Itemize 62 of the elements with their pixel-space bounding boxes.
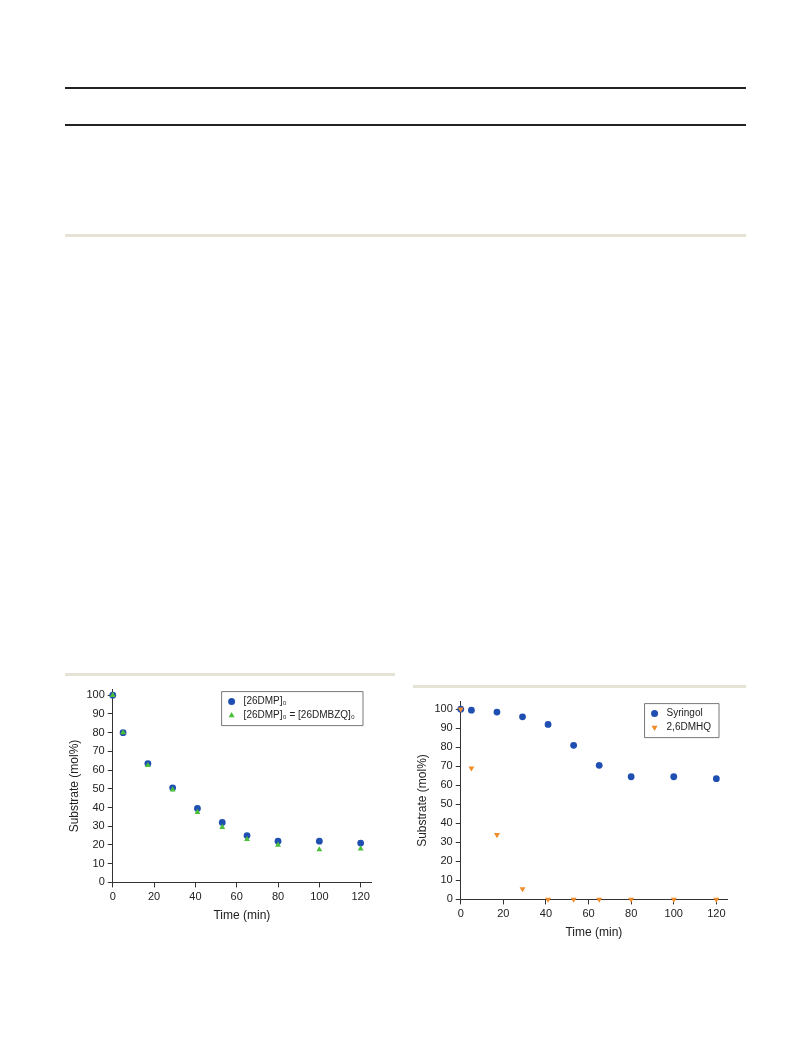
- y-tick-label: 40: [440, 816, 453, 829]
- y-tick-label: 100: [434, 702, 453, 715]
- point: [219, 823, 226, 829]
- point: [596, 897, 603, 903]
- y-tick-label: 30: [92, 819, 105, 832]
- y-axis-title: Substrate (mol%): [414, 754, 429, 847]
- x-tick-label: 100: [664, 907, 683, 920]
- point: [544, 721, 552, 728]
- x-tick-label: 60: [582, 907, 595, 920]
- x-tick-label: 20: [147, 890, 161, 903]
- point: [570, 897, 577, 903]
- point: [468, 706, 475, 714]
- point: [519, 887, 526, 893]
- y-tick-label: 20: [92, 837, 105, 850]
- y-tick-label: 70: [440, 759, 453, 772]
- x-tick-label: 0: [109, 890, 116, 903]
- y-tick-label: 40: [92, 800, 105, 813]
- legend-label: [26DMP]₀: [243, 695, 287, 707]
- y-tick-label: 70: [92, 744, 105, 757]
- point: [494, 833, 500, 839]
- y-tick-label: 90: [440, 721, 453, 734]
- x-tick-label: 60: [230, 890, 243, 903]
- x-tick-label: 100: [310, 890, 329, 903]
- point: [218, 819, 226, 826]
- x-tick-label: 120: [351, 890, 370, 903]
- y-tick-label: 20: [440, 854, 453, 867]
- x-tick-label: 120: [707, 907, 726, 920]
- y-tick-label: 50: [92, 781, 105, 794]
- y-tick-label: 0: [98, 875, 105, 888]
- y-tick-label: 30: [440, 835, 453, 848]
- legend-label: [26DMP]₀ = [26DMBZQ]₀: [243, 709, 355, 721]
- y-tick-label: 10: [92, 856, 105, 869]
- point: [712, 775, 720, 783]
- x-tick-label: 40: [189, 890, 202, 903]
- point: [357, 839, 365, 847]
- y-tick-label: 100: [86, 688, 105, 701]
- y-tick-label: 90: [92, 706, 105, 719]
- point: [275, 841, 281, 847]
- point: [493, 708, 501, 716]
- x-tick-label: 40: [539, 907, 553, 920]
- point: [670, 773, 678, 781]
- x-tick-label: 80: [625, 907, 638, 920]
- y-tick-label: 80: [440, 740, 453, 753]
- point: [468, 766, 475, 772]
- x-tick-label: 0: [457, 907, 464, 920]
- y-tick-label: 60: [440, 778, 453, 791]
- y-axis-title: Substrate (mol%): [66, 739, 81, 833]
- y-tick-label: 80: [92, 725, 105, 738]
- point: [595, 761, 603, 769]
- x-tick-label: 20: [497, 907, 510, 920]
- point: [315, 837, 323, 845]
- x-axis-title: Time (min): [565, 925, 623, 940]
- point: [627, 773, 635, 781]
- x-axis-title: Time (min): [213, 908, 271, 923]
- y-tick-label: 50: [440, 797, 453, 810]
- point: [519, 713, 526, 721]
- y-tick-label: 10: [440, 873, 453, 886]
- x-tick-label: 80: [271, 890, 285, 903]
- legend-label: 2,6DMHQ: [666, 721, 712, 733]
- y-tick-label: 60: [92, 763, 105, 776]
- legend-label: Syringol: [666, 707, 703, 719]
- point: [570, 741, 578, 749]
